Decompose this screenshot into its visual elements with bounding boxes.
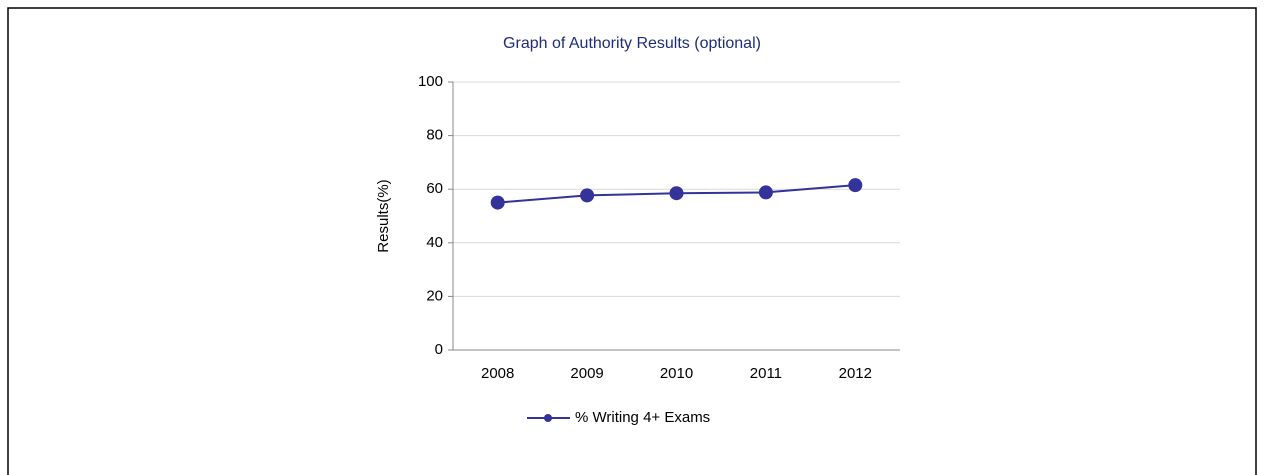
x-tick-label: 2011	[750, 365, 782, 382]
y-tick-label: 60	[426, 180, 443, 197]
frame	[7, 7, 1257, 475]
chart-title: Graph of Authority Results (optional)	[503, 35, 761, 52]
y-tick-label: 40	[426, 234, 443, 251]
y-axis-label: Results(%)	[375, 179, 392, 252]
y-tick-label: 80	[426, 127, 443, 144]
x-tick-label: 2009	[570, 365, 603, 382]
data-point	[669, 186, 684, 201]
data-point	[580, 188, 595, 203]
legend-label: % Writing 4+ Exams	[575, 409, 710, 426]
y-tick-label: 20	[426, 287, 443, 304]
x-tick-label: 2008	[481, 365, 514, 382]
data-point	[758, 185, 773, 200]
legend-marker	[544, 414, 552, 422]
y-tick-label: 100	[418, 73, 443, 90]
y-tick-label: 0	[435, 341, 443, 358]
data-point	[490, 195, 505, 210]
x-tick-label: 2010	[660, 365, 693, 382]
x-tick-label: 2012	[839, 365, 872, 382]
data-point	[848, 178, 863, 193]
